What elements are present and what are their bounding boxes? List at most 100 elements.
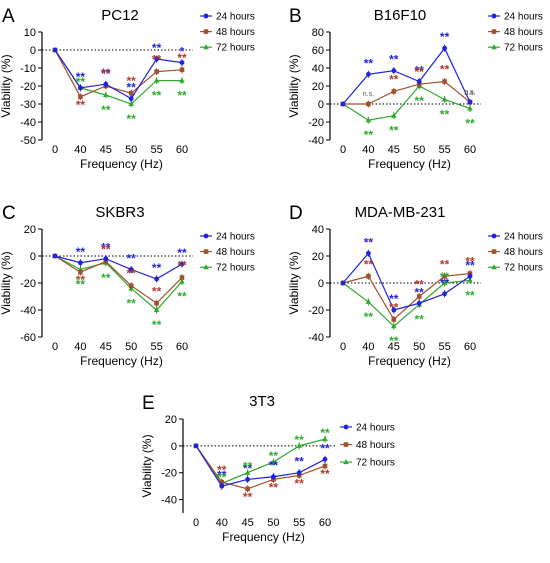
data-point — [128, 267, 134, 272]
significance-label: ** — [243, 490, 253, 504]
x-tick-label: 0 — [193, 517, 199, 529]
y-tick-label: 10 — [24, 27, 36, 39]
significance-label: ** — [177, 259, 187, 273]
data-point — [128, 96, 134, 101]
series-line-48-hours — [343, 80, 471, 105]
legend-item: 72 hours — [488, 263, 543, 274]
legend-item: 48 hours — [200, 247, 255, 258]
y-axis-label: Viability (%) — [287, 54, 301, 117]
significance-label: ** — [389, 72, 399, 86]
data-point — [154, 56, 160, 62]
x-axis-label: Frequency (Hz) — [368, 157, 451, 171]
y-tick-label: 0 — [171, 441, 177, 453]
significance-label: ** — [127, 74, 137, 88]
x-axis-label: Frequency (Hz) — [80, 354, 163, 368]
legend-label: 48 hours — [216, 247, 255, 258]
legend-marker — [491, 44, 497, 50]
chart-title: MDA-MB-231 — [355, 204, 446, 221]
x-tick-label: 55 — [150, 341, 162, 353]
data-point — [154, 69, 159, 74]
legend-item: 24 hours — [200, 232, 255, 243]
legend-label: 48 hours — [504, 247, 543, 258]
y-axis-label: Viability (%) — [140, 434, 154, 497]
legend-marker — [491, 29, 497, 34]
significance-label: ** — [243, 460, 253, 474]
legend-label: 72 hours — [504, 263, 543, 274]
chart-title: PC12 — [101, 7, 139, 24]
legend-label: 72 hours — [504, 43, 543, 54]
significance-label: ** — [177, 89, 187, 103]
series-line-72-hours — [54, 255, 183, 311]
series-line-48-hours — [54, 49, 183, 98]
y-tick-label: 40 — [312, 63, 324, 75]
data-point — [128, 90, 134, 96]
data-point — [441, 96, 448, 102]
legend-label: 24 hours — [216, 12, 255, 23]
legend-label: 72 hours — [216, 263, 255, 274]
data-point — [270, 458, 277, 464]
significance-label: ** — [295, 433, 305, 447]
data-point — [366, 250, 371, 256]
significance-label: ** — [465, 258, 475, 272]
data-point — [153, 77, 160, 83]
x-tick-label: 45 — [241, 517, 253, 529]
significance-label: ** — [415, 94, 425, 108]
panel-letter: E — [142, 393, 155, 414]
y-tick-label: -40 — [308, 332, 324, 344]
significance-label: ** — [415, 65, 425, 79]
significance-label: ** — [243, 461, 253, 475]
significance-label: ** — [76, 70, 86, 84]
data-point — [442, 79, 447, 84]
significance-label: ** — [76, 278, 86, 292]
series-line-24-hours — [54, 49, 183, 100]
significance-label: ** — [76, 245, 86, 259]
x-tick-label: 45 — [388, 144, 400, 156]
data-point — [391, 89, 397, 94]
data-point — [442, 273, 447, 279]
x-tick-label: 60 — [176, 144, 188, 156]
x-tick-label: 45 — [388, 341, 400, 353]
x-tick-label: 0 — [340, 144, 346, 156]
data-point — [441, 280, 448, 285]
chart-title: SKBR3 — [95, 204, 144, 221]
data-point — [103, 256, 109, 262]
legend-item: 48 hours — [488, 247, 543, 258]
significance-label: ** — [217, 463, 227, 477]
data-point — [78, 260, 83, 266]
legend-marker — [203, 13, 209, 19]
data-point — [103, 92, 109, 97]
data-point — [244, 469, 251, 475]
panel-d: D MDA-MB-231 40 20 0 -20 -40 Viability (%) 0 40 45… — [287, 203, 543, 368]
legend-item: 72 hours — [340, 458, 395, 469]
legend-item: 24 hours — [200, 12, 255, 23]
data-point — [391, 112, 397, 118]
legend-marker — [203, 233, 209, 239]
y-tick-label: -50 — [20, 135, 36, 147]
x-tick-label: 50 — [267, 517, 279, 529]
series-line-72-hours — [342, 85, 471, 121]
y-tick-label: -20 — [20, 278, 36, 290]
legend-item: 24 hours — [488, 12, 543, 23]
significance-label: ** — [364, 257, 374, 271]
significance-label: ** — [465, 255, 475, 269]
significance-label: ** — [152, 261, 162, 275]
y-tick-label: 20 — [312, 251, 324, 263]
significance-label: ** — [127, 81, 137, 95]
legend-item: 48 hours — [340, 440, 395, 451]
data-point — [219, 479, 225, 485]
y-tick-label: -10 — [20, 63, 36, 75]
significance-label: ** — [217, 470, 227, 484]
data-point — [271, 474, 276, 480]
data-point — [391, 323, 397, 329]
significance-label: ** — [152, 318, 162, 332]
y-tick-label: 0 — [318, 99, 324, 111]
legend-item: 72 hours — [200, 43, 255, 54]
x-tick-label: 55 — [438, 144, 450, 156]
y-tick-label: -40 — [20, 305, 36, 317]
y-tick-label: 0 — [30, 45, 36, 57]
significance-label: n.s. — [363, 91, 374, 98]
legend-marker — [203, 264, 209, 270]
significance-label: ** — [415, 313, 425, 327]
legend-item: 48 hours — [200, 27, 255, 38]
data-point — [296, 442, 302, 448]
